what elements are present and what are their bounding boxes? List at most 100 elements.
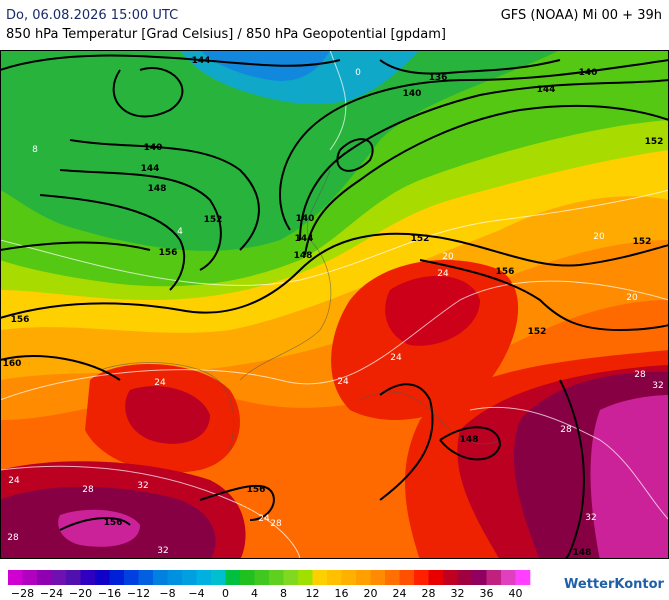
- colorbar-swatch: [341, 570, 357, 585]
- isotherm-label: 28: [560, 425, 572, 435]
- colorbar-label: −20: [69, 587, 92, 600]
- colorbar-swatch: [298, 570, 313, 585]
- geopotential-label: 140: [403, 89, 422, 99]
- colorbar-swatch: [457, 570, 473, 585]
- colorbar-swatch: [225, 570, 241, 585]
- colorbar-swatch: [37, 570, 52, 585]
- colorbar-swatch: [95, 570, 110, 585]
- colorbar-label: 8: [280, 587, 287, 600]
- colorbar-swatch: [22, 570, 38, 585]
- colorbar-swatch: [515, 570, 531, 585]
- isotherm-label: 4: [177, 227, 183, 237]
- colorbar-swatch: [124, 570, 139, 585]
- colorbar-swatch: [283, 570, 299, 585]
- geopotential-label: 156: [104, 518, 123, 528]
- isotherm-label: 8: [32, 145, 38, 155]
- colorbar-label: −12: [127, 587, 150, 600]
- colorbar-label: 0: [222, 587, 229, 600]
- isotherm-label: 32: [137, 481, 148, 491]
- colorbar-swatch: [182, 570, 197, 585]
- isotherm-label: 28: [7, 533, 19, 543]
- contour-labels: 144 140 144 148 152 156 156 160 140 144 148 152 136 1…: [3, 56, 664, 558]
- colorbar-swatch: [51, 570, 67, 585]
- datetime: Do, 06.08.2026 15:00 UTC: [6, 8, 178, 23]
- isotherm-label: 24: [390, 353, 402, 363]
- isotherm-label: 20: [593, 232, 605, 242]
- geopotential-label: 140: [296, 214, 315, 224]
- colorbar-swatch: [443, 570, 458, 585]
- colorbar-swatch: [385, 570, 400, 585]
- map-title: 850 hPa Temperatur [Grad Celsius] / 850 …: [6, 27, 446, 42]
- colorbar-label: −16: [98, 587, 121, 600]
- colorbar-swatch: [66, 570, 81, 585]
- geopotential-label: 156: [11, 315, 30, 325]
- logo: WetterKontor: [564, 577, 665, 592]
- colorbar-label: 12: [306, 587, 320, 600]
- isotherm-label: 28: [82, 485, 94, 495]
- colorbar-label: 32: [451, 587, 465, 600]
- colorbar-swatch: [211, 570, 226, 585]
- temperature-field: [1, 50, 668, 558]
- colorbar-label: −28: [11, 587, 34, 600]
- geopotential-label: 160: [3, 359, 22, 369]
- colorbar-label: −8: [159, 587, 175, 600]
- colorbar-label: −24: [40, 587, 63, 600]
- colorbar: −28 −24 −20 −16 −12 −8 −4 0 4 8 12 16 20 24 28 32 36 40: [8, 570, 531, 600]
- colorbar-swatch: [501, 570, 516, 585]
- colorbar-label: 4: [251, 587, 258, 600]
- colorbar-swatch: [356, 570, 371, 585]
- isotherm-label: 24: [437, 269, 449, 279]
- geopotential-label: 156: [247, 485, 266, 495]
- colorbar-swatch: [254, 570, 270, 585]
- isotherm-label: 24: [154, 378, 166, 388]
- geopotential-label: 152: [204, 215, 223, 225]
- isotherm-label: 32: [652, 381, 663, 391]
- colorbar-swatch: [472, 570, 487, 585]
- colorbar-label: 28: [422, 587, 436, 600]
- isotherm-label: 0: [355, 68, 361, 78]
- colorbar-label: 16: [335, 587, 349, 600]
- colorbar-swatch: [399, 570, 415, 585]
- isotherm-label: 20: [626, 293, 638, 303]
- geopotential-label: 152: [528, 327, 547, 337]
- geopotential-label: 144: [295, 234, 314, 244]
- colorbar-swatch: [153, 570, 168, 585]
- colorbar-label: 36: [480, 587, 494, 600]
- colorbar-swatch: [80, 570, 96, 585]
- colorbar-swatch: [370, 570, 386, 585]
- geopotential-label: 148: [294, 251, 313, 261]
- colorbar-label: 24: [393, 587, 407, 600]
- geopotential-label: 152: [411, 234, 430, 244]
- model-run: GFS (NOAA) Mi 00 + 39h: [501, 8, 662, 23]
- isotherm-label: 24: [258, 514, 270, 524]
- isotherm-label: 28: [634, 370, 646, 380]
- geopotential-label: 144: [537, 85, 556, 95]
- colorbar-swatch: [8, 570, 23, 585]
- colorbar-swatch: [109, 570, 125, 585]
- isotherm-label: 32: [585, 513, 596, 523]
- colorbar-swatch: [196, 570, 212, 585]
- isotherm-label: 24: [8, 476, 20, 486]
- colorbar-label: 40: [509, 587, 523, 600]
- colorbar-swatch: [240, 570, 255, 585]
- isotherm-label: 24: [337, 377, 349, 387]
- colorbar-label: −4: [188, 587, 204, 600]
- colorbar-label: 20: [364, 587, 378, 600]
- colorbar-swatch: [428, 570, 444, 585]
- isotherm-label: 28: [270, 519, 282, 529]
- geopotential-label: 144: [141, 164, 160, 174]
- geopotential-label: 140: [144, 143, 163, 153]
- colorbar-swatch: [486, 570, 502, 585]
- geopotential-label: 152: [633, 237, 652, 247]
- colorbar-swatch: [269, 570, 284, 585]
- geopotential-label: 156: [496, 267, 515, 277]
- isotherm-label: 20: [442, 252, 454, 262]
- colorbar-swatch: [138, 570, 154, 585]
- geopotential-label: 144: [192, 56, 211, 66]
- geopotential-label: 148: [573, 548, 592, 558]
- geopotential-label: 140: [579, 68, 598, 78]
- colorbar-swatch: [327, 570, 342, 585]
- geopotential-label: 148: [148, 184, 167, 194]
